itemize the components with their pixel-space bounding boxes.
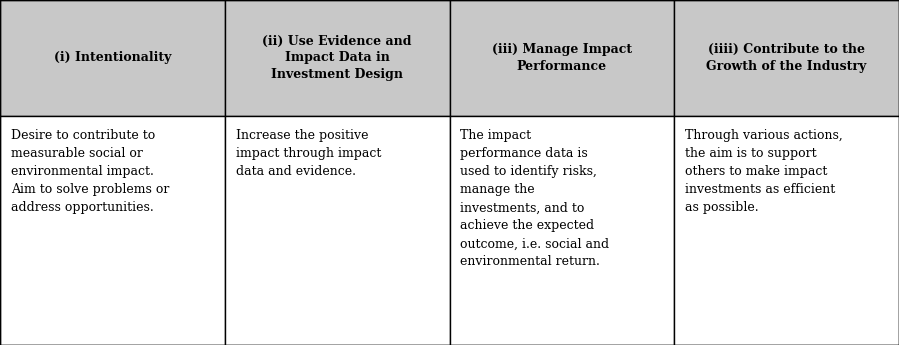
- Text: Desire to contribute to
measurable social or
environmental impact.
Aim to solve : Desire to contribute to measurable socia…: [11, 129, 169, 214]
- Bar: [450, 0, 674, 116]
- Bar: [0, 116, 225, 345]
- Bar: [225, 116, 450, 345]
- Bar: [674, 0, 899, 116]
- Text: Increase the positive
impact through impact
data and evidence.: Increase the positive impact through imp…: [236, 129, 381, 178]
- Text: (iii) Manage Impact
Performance: (iii) Manage Impact Performance: [492, 43, 632, 72]
- Text: (i) Intentionality: (i) Intentionality: [54, 51, 171, 64]
- Bar: [0, 0, 225, 116]
- Text: (ii) Use Evidence and
Impact Data in
Investment Design: (ii) Use Evidence and Impact Data in Inv…: [263, 35, 412, 81]
- Text: (iiii) Contribute to the
Growth of the Industry: (iiii) Contribute to the Growth of the I…: [707, 43, 867, 72]
- Text: The impact
performance data is
used to identify risks,
manage the
investments, a: The impact performance data is used to i…: [460, 129, 610, 268]
- Bar: [225, 0, 450, 116]
- Bar: [674, 116, 899, 345]
- Bar: [450, 116, 674, 345]
- Text: Through various actions,
the aim is to support
others to make impact
investments: Through various actions, the aim is to s…: [685, 129, 842, 214]
